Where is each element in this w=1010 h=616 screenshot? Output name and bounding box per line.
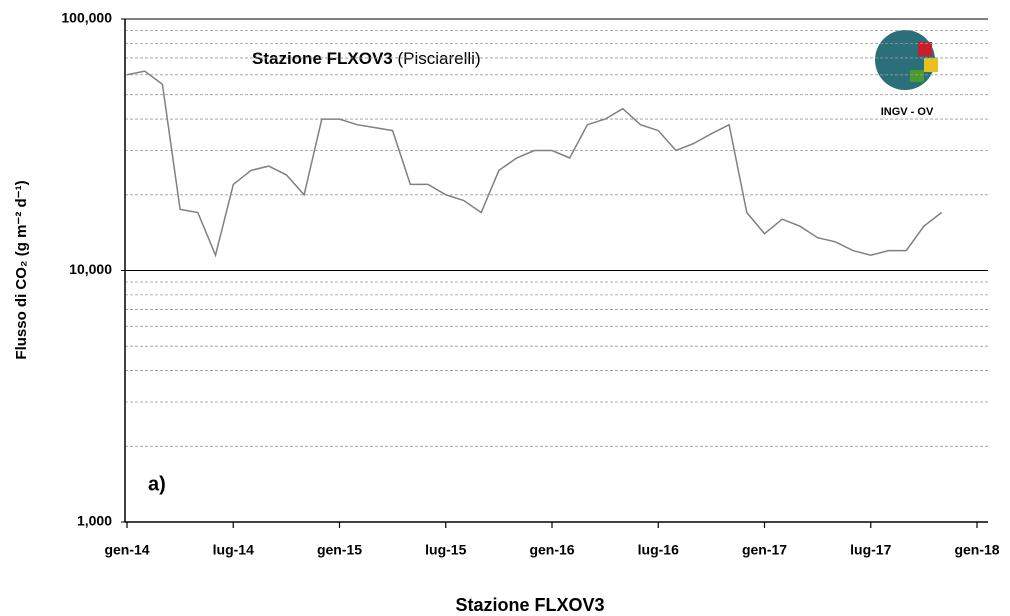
title-background — [240, 44, 566, 74]
title-box: Stazione FLXOV3 (Pisciarelli) — [240, 44, 566, 74]
logo-text: INGV - OV — [881, 106, 934, 118]
x-tick-label: lug-16 — [638, 542, 679, 558]
x-tick-label: gen-16 — [529, 542, 574, 558]
logo-tile — [918, 42, 932, 56]
x-tick-label: lug-15 — [425, 542, 466, 558]
annotation: a) — [148, 473, 166, 495]
x-tick-label: gen-14 — [104, 542, 149, 558]
title-note: (Pisciarelli) — [397, 49, 480, 68]
title-station: Stazione FLXOV3 — [252, 49, 393, 68]
x-tick-label: gen-18 — [954, 542, 999, 558]
logo-tile — [924, 58, 938, 72]
logo-tile — [910, 70, 924, 82]
x-tick-label: gen-15 — [317, 542, 362, 558]
y-tick-label: 1,000 — [77, 513, 112, 529]
x-tick-label: lug-17 — [850, 542, 891, 558]
y-tick-label: 10,000 — [69, 261, 112, 277]
chart-title: Stazione FLXOV3 (Pisciarelli) — [252, 49, 481, 68]
x-tick-label: lug-14 — [213, 542, 254, 558]
y-tick-label: 100,000 — [61, 10, 112, 26]
y-axis-title: Flusso di CO₂ (g m⁻² d⁻¹) — [13, 180, 30, 359]
x-axis-title: Stazione FLXOV3 — [455, 595, 604, 615]
data-line — [126, 70, 943, 258]
x-tick-label: gen-17 — [742, 542, 787, 558]
